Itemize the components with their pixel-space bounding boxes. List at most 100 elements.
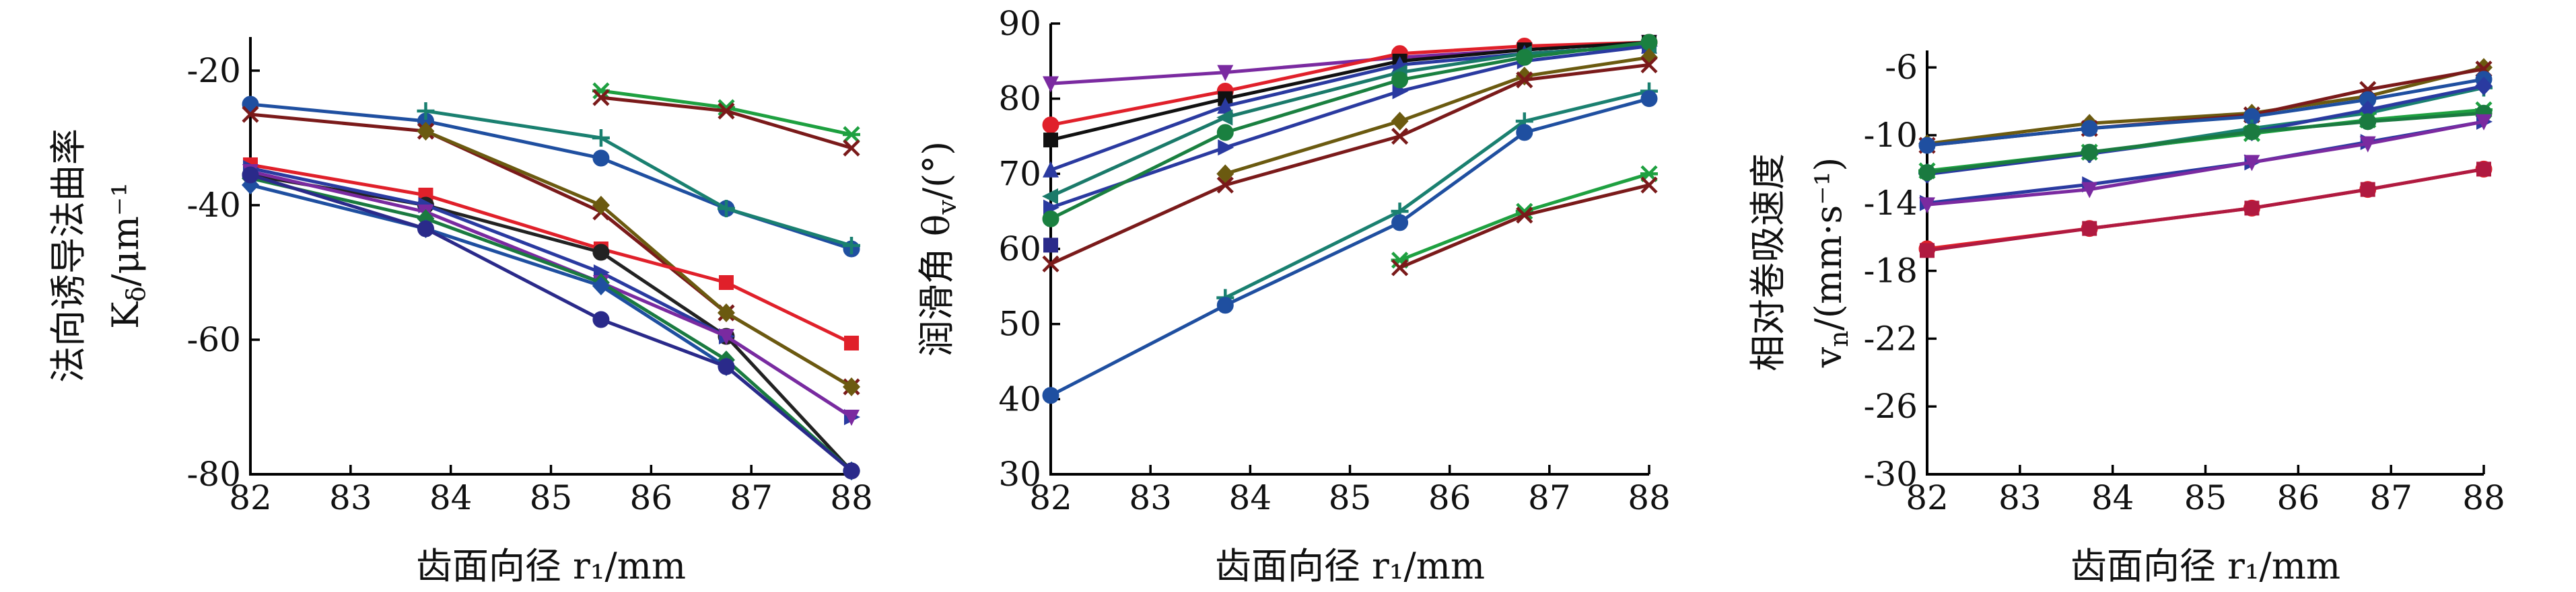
x-tick-label: 86 — [2277, 478, 2320, 517]
x-tick-label: 84 — [1229, 478, 1272, 517]
x-tick-label: 85 — [530, 478, 573, 517]
series-line — [1049, 40, 1650, 221]
series-9 — [1919, 114, 2492, 214]
data-point — [592, 276, 610, 295]
data-point — [1218, 139, 1234, 156]
data-point — [592, 129, 610, 147]
data-point — [1043, 161, 1059, 178]
y-tick-label: -80 — [186, 455, 241, 494]
y-tick-label: -30 — [1863, 455, 1918, 494]
data-point — [843, 237, 860, 254]
data-point — [1391, 127, 1409, 145]
series-line — [250, 176, 853, 472]
x-tick-label: 87 — [730, 478, 773, 517]
chart-panel-3: 82 83 84 85 86 87 88 -6 -10 -14 -18 -22 -26 -30 齿面向径 r… — [1747, 48, 2505, 587]
data-point — [1640, 34, 1658, 51]
series-line — [1224, 89, 1650, 299]
series-line — [1926, 167, 2484, 252]
data-point — [1042, 387, 1059, 404]
series-11 — [1920, 161, 2491, 258]
y-tick-label: 40 — [998, 379, 1041, 418]
data-point — [242, 96, 259, 113]
series-line — [600, 96, 852, 150]
data-point — [1042, 210, 1059, 227]
data-point — [1640, 56, 1658, 74]
data-point — [1216, 297, 1234, 314]
data-point — [1217, 97, 1234, 114]
x-tick-label: 88 — [2462, 478, 2505, 517]
x-tick-label: 86 — [1428, 478, 1471, 517]
x-tick-label: 84 — [429, 478, 473, 517]
data-point — [718, 329, 734, 345]
y-tick-label: -26 — [1863, 387, 1918, 426]
series-8 — [1043, 237, 1058, 253]
data-point — [2359, 113, 2377, 131]
x-tick-label: 83 — [1129, 478, 1172, 517]
series-line — [250, 183, 853, 472]
y-tick-label: -60 — [186, 320, 241, 359]
data-point — [844, 336, 859, 350]
y-tick-label: -6 — [1885, 48, 1918, 87]
y-axis-label: 法向诱导法曲率 — [47, 128, 90, 383]
data-point — [1920, 243, 1935, 258]
x-axis-label: 齿面向径 r₁/mm — [2070, 545, 2340, 587]
x-axis-label: 齿面向径 r₁/mm — [1215, 545, 1485, 587]
x-tick-label: 85 — [2184, 478, 2227, 517]
data-point — [1042, 188, 1058, 205]
series-line — [1926, 111, 2484, 174]
data-point — [718, 358, 735, 375]
data-point — [1391, 71, 1409, 89]
data-point — [417, 122, 435, 141]
y-tick-label: -18 — [1863, 252, 1918, 291]
x-tick-label: 82 — [229, 478, 272, 517]
data-point — [2081, 182, 2098, 198]
data-point — [242, 106, 259, 123]
data-point — [843, 377, 860, 396]
data-point — [1919, 197, 1935, 214]
data-point — [1391, 259, 1409, 276]
axis-lines — [249, 37, 851, 476]
series-line — [1049, 97, 1650, 398]
data-point — [1640, 90, 1658, 108]
data-point — [2244, 200, 2260, 216]
series-3 — [242, 106, 860, 396]
data-point — [2359, 136, 2376, 153]
x-tick-label: 84 — [2091, 478, 2134, 517]
y-tick-label: -40 — [186, 186, 241, 225]
data-point — [1516, 71, 1533, 89]
data-point — [592, 244, 610, 261]
data-point — [718, 102, 735, 120]
y-axis-label: 润滑角 θv/(°) — [915, 141, 962, 357]
series-12 — [1042, 90, 1658, 404]
axis-lines — [1926, 50, 2484, 476]
data-point — [1516, 207, 1533, 224]
x-tick-label: 82 — [1906, 478, 1949, 517]
x-tick-label: 87 — [2369, 478, 2412, 517]
data-point — [417, 220, 434, 237]
x-tick-label: 88 — [830, 478, 873, 517]
y-tick-label: 80 — [998, 79, 1041, 118]
series-line — [425, 129, 853, 389]
x-tick-label: 88 — [1628, 478, 1671, 517]
series-line — [1926, 167, 2484, 251]
chart-panel-1: 82 83 84 85 86 87 88 -20 -40 -60 -80 齿面向径 r₁/mm 法向诱导… — [47, 37, 873, 587]
y-tick-label: -10 — [1863, 116, 1918, 155]
data-point — [242, 166, 259, 184]
series-7 — [1042, 34, 1658, 227]
data-point — [1516, 124, 1533, 141]
y-tick-label: -20 — [186, 51, 241, 90]
data-point — [843, 139, 860, 157]
series-3 — [1918, 71, 2493, 154]
data-point — [2476, 114, 2492, 131]
data-point — [1216, 176, 1234, 194]
series-line — [425, 109, 852, 248]
x-axis-label: 齿面向径 r₁/mm — [416, 545, 686, 587]
series-2 — [417, 102, 860, 254]
data-point — [2476, 161, 2491, 177]
y-tick-label: -22 — [1863, 319, 1918, 358]
data-point — [592, 196, 610, 215]
data-point — [1918, 163, 1936, 181]
y-tick-label: 60 — [998, 229, 1041, 268]
data-point — [1042, 255, 1059, 272]
series-10 — [1918, 160, 2493, 258]
